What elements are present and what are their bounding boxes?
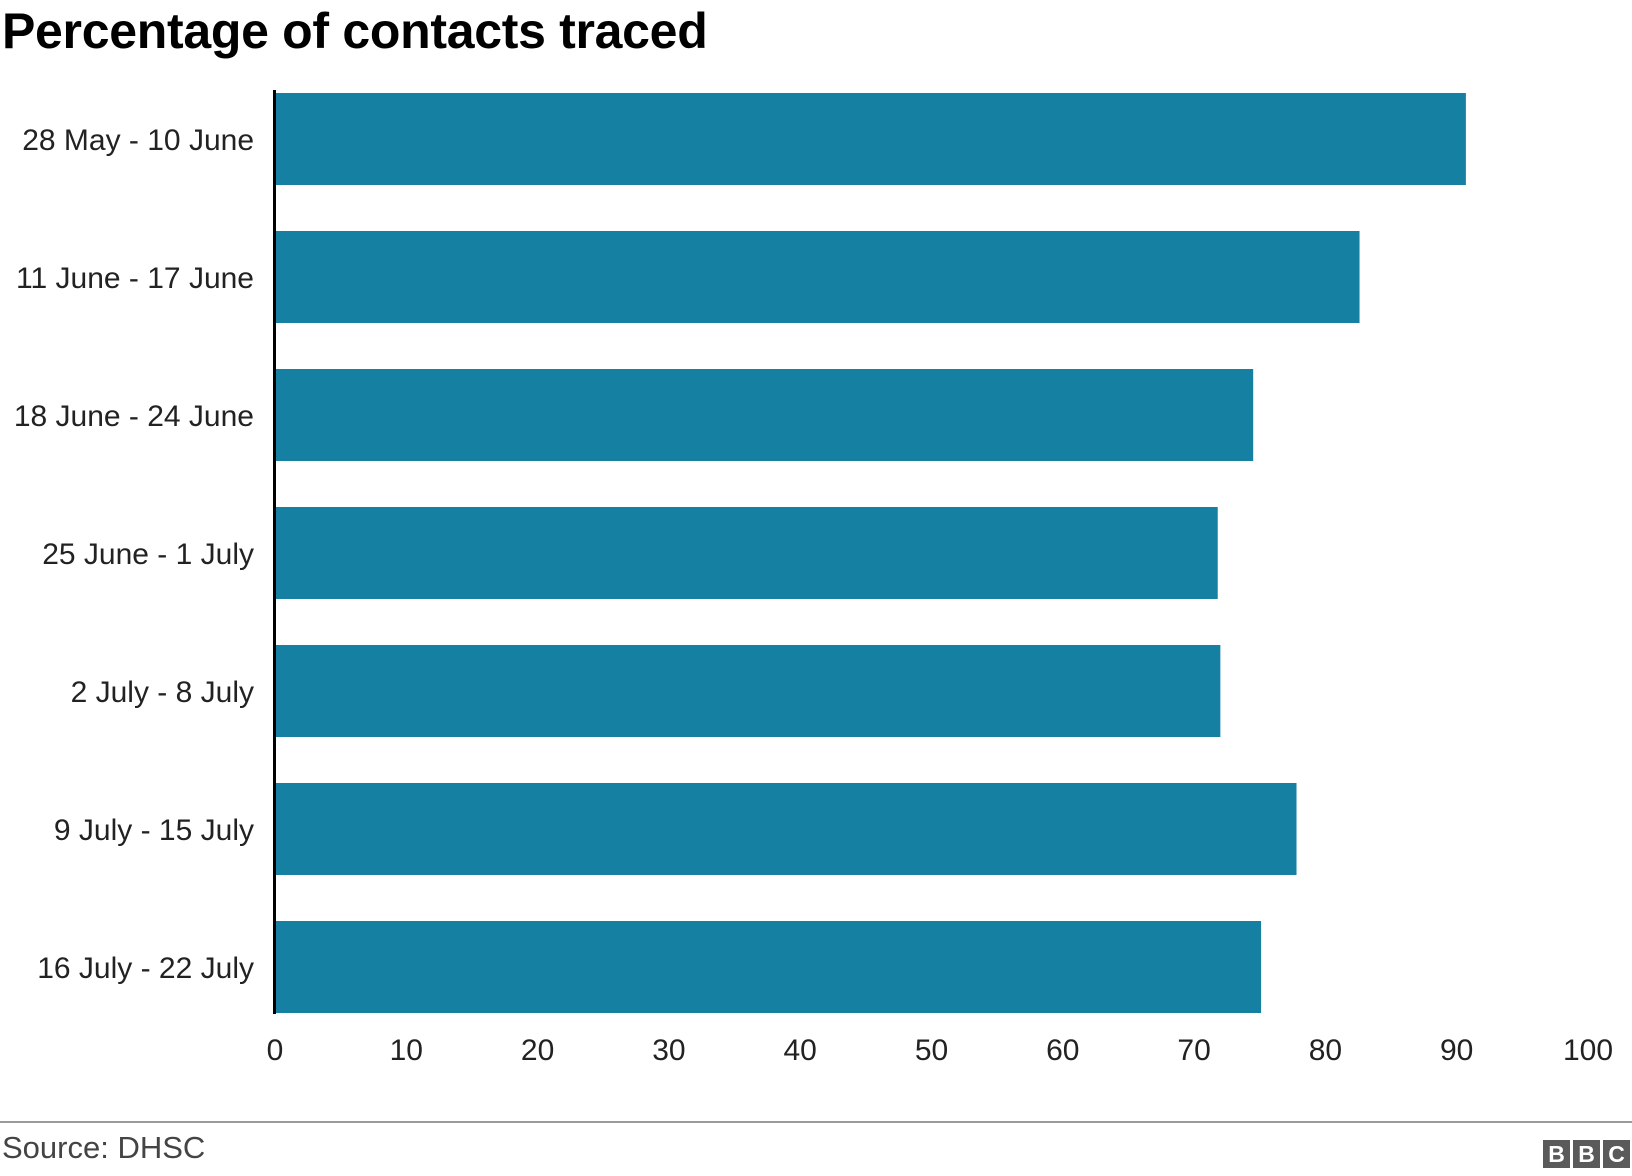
bar [275,645,1221,737]
category-label: 28 May - 10 June [22,124,254,157]
category-label: 25 June - 1 July [42,538,254,571]
x-tick-label: 90 [1440,1034,1473,1067]
x-tick-label: 20 [521,1034,554,1067]
x-tick-label: 80 [1309,1034,1342,1067]
logo-letter: B [1573,1140,1600,1168]
x-tick-label: 60 [1046,1034,1079,1067]
source-note: Source: DHSC [2,1130,206,1165]
bar [275,231,1360,323]
category-label: 18 June - 24 June [14,400,254,433]
x-tick-label: 70 [1177,1034,1210,1067]
category-label: 11 June - 17 June [16,262,254,295]
bar [275,369,1254,461]
category-label: 2 July - 8 July [71,676,254,709]
category-label: 9 July - 15 July [54,814,254,847]
category-label: 16 July - 22 July [37,952,254,985]
chart-title: Percentage of contacts traced [2,3,708,59]
bar [275,783,1297,875]
bbc-logo: B B C [1543,1140,1630,1168]
logo-letter: C [1603,1140,1630,1168]
x-tick-label: 10 [390,1034,423,1067]
x-tick-label: 40 [784,1034,817,1067]
x-tick-label: 0 [267,1034,284,1067]
x-tick-label: 30 [652,1034,685,1067]
bar-chart: 28 May - 10 June 11 June - 17 June 18 June… [14,90,1613,1067]
bar [275,93,1466,185]
footer-divider [0,1121,1632,1123]
bar [275,921,1262,1013]
x-tick-label: 100 [1563,1034,1613,1067]
bar [275,507,1218,599]
logo-letter: B [1543,1140,1570,1168]
x-tick-label: 50 [915,1034,948,1067]
